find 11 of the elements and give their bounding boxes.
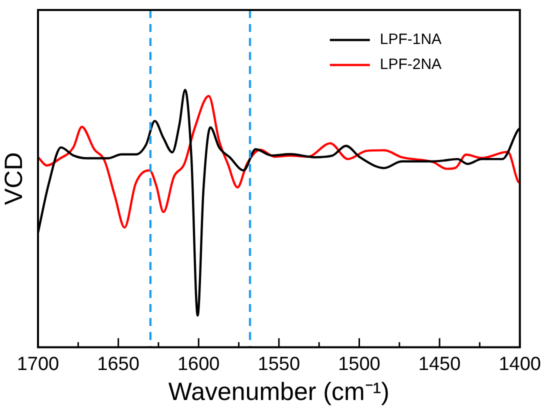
y-axis-title: VCD (0, 152, 28, 205)
x-axis-title: Wavenumber (cm⁻¹) (168, 378, 390, 406)
legend-label: LPF-2NA (380, 56, 442, 74)
x-tick-label: 1600 (177, 354, 220, 375)
x-tick-label: 1650 (97, 354, 140, 375)
x-tick-label: 1500 (338, 354, 380, 375)
legend-label: LPF-1NA (380, 31, 442, 48)
x-tick-label: 1400 (498, 354, 542, 375)
x-tick-label: 1450 (418, 354, 461, 375)
x-tick-label: 1700 (16, 354, 60, 375)
x-tick-label: 1550 (258, 354, 300, 375)
